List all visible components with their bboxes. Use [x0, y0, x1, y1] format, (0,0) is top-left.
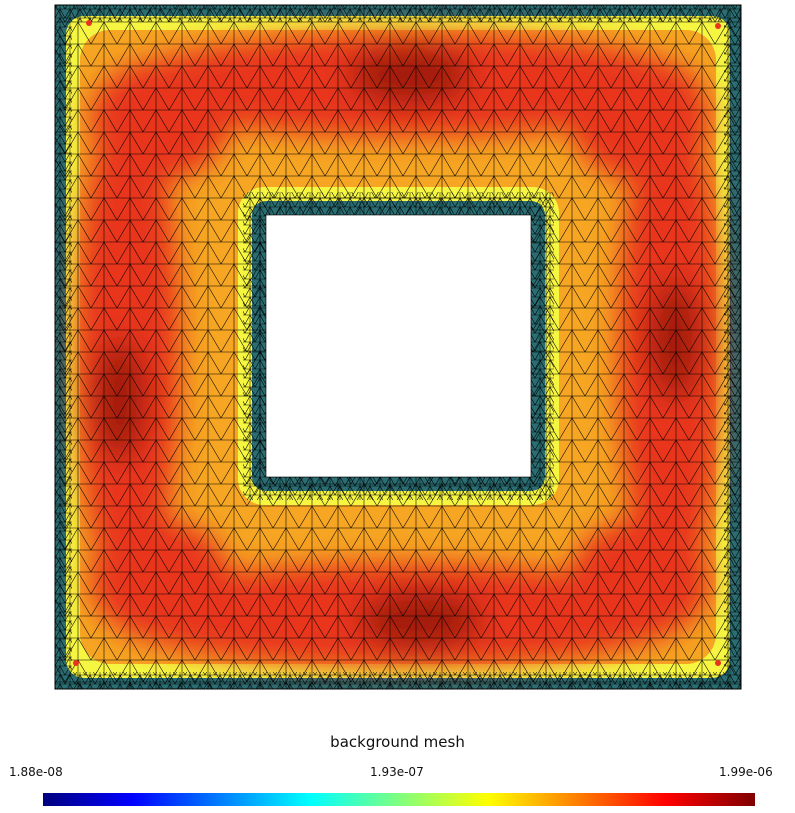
corner-marker [715, 23, 721, 29]
corner-marker [73, 660, 79, 666]
domain-outline [54, 4, 742, 690]
colorbar-min-label: 1.88e-08 [9, 765, 63, 779]
mesh-domain [55, 5, 741, 689]
inner-hole [265, 214, 532, 478]
colorbar-title: background mesh [330, 733, 465, 751]
colorbar-max-label: 1.99e-06 [719, 765, 773, 779]
corner-markers [73, 20, 721, 666]
colorbar [43, 793, 755, 806]
colorbar-mid-label: 1.93e-07 [370, 765, 424, 779]
corner-marker [86, 20, 92, 26]
mesh-plot [54, 4, 742, 690]
corner-marker [715, 660, 721, 666]
